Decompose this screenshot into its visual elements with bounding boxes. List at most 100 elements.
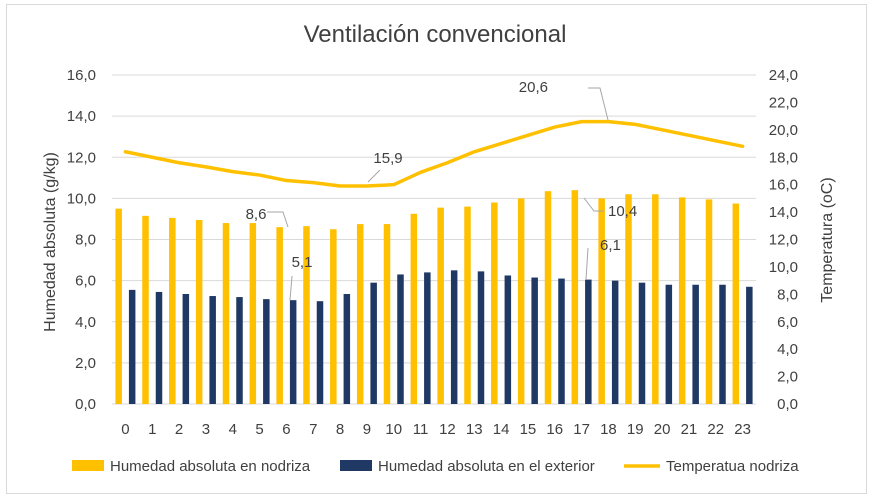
bar-humedad-exterior — [719, 284, 726, 404]
right-tick-label: 4,0 — [777, 341, 798, 358]
data-label: 10,4 — [608, 203, 637, 220]
x-tick-label: 16 — [546, 421, 563, 438]
chart-title: Ventilación convencional — [304, 21, 567, 48]
x-tick-label: 3 — [202, 421, 210, 438]
bar-humedad-nodriza — [276, 227, 283, 404]
right-tick-label: 24,0 — [769, 67, 798, 84]
right-tick-label: 14,0 — [769, 204, 798, 221]
left-tick-label: 8,0 — [75, 232, 96, 249]
bar-humedad-exterior — [397, 274, 404, 404]
bar-humedad-nodriza — [383, 224, 391, 404]
bar-humedad-nodriza — [571, 190, 579, 404]
bar-humedad-exterior — [155, 291, 163, 404]
bar-humedad-exterior — [611, 280, 619, 404]
bar-humedad-nodriza — [195, 219, 203, 404]
x-tick-label: 2 — [175, 421, 183, 438]
x-tick-label: 8 — [336, 421, 344, 438]
bar-humedad-exterior — [665, 284, 673, 404]
x-tick-label: 15 — [520, 421, 537, 438]
left-axis-ticks: 0,0 2,0 4,0 6,0 8,0 10,0 12,0 14,0 16,0 — [67, 67, 96, 413]
data-label: 6,1 — [600, 237, 621, 254]
bar-humedad-exterior — [450, 270, 458, 404]
y-axis-title-right: Temperatura (oC) — [819, 177, 836, 302]
left-tick-label: 0,0 — [75, 396, 96, 413]
bar-humedad-nodriza — [115, 208, 122, 404]
bar-humedad-nodriza — [249, 223, 257, 404]
data-label-leader — [585, 247, 589, 281]
line-temperatura-nodriza — [123, 119, 745, 188]
right-tick-label: 22,0 — [769, 94, 798, 111]
bar-humedad-nodriza — [652, 194, 659, 404]
x-tick-label: 11 — [413, 421, 429, 438]
gridlines — [112, 74, 756, 405]
legend-label: Humedad absoluta en el exterior — [378, 458, 595, 475]
right-tick-label: 0,0 — [777, 396, 798, 413]
x-tick-label: 1 — [148, 421, 156, 438]
right-tick-label: 16,0 — [769, 177, 798, 194]
bar-humedad-nodriza — [598, 198, 605, 404]
x-tick-label: 14 — [493, 421, 510, 438]
bar-humedad-nodriza — [491, 202, 498, 404]
bar-humedad-exterior — [746, 286, 753, 404]
x-tick-label: 19 — [627, 421, 644, 438]
bar-humedad-exterior — [477, 271, 485, 404]
left-tick-label: 16,0 — [67, 67, 96, 84]
bar-humedad-exterior — [638, 282, 646, 404]
x-tick-label: 12 — [439, 421, 456, 438]
left-tick-label: 4,0 — [75, 314, 96, 331]
data-label-leader — [583, 197, 604, 212]
bar-humedad-exterior — [209, 296, 216, 404]
bar-humedad-nodriza — [169, 217, 176, 404]
right-tick-label: 6,0 — [777, 314, 798, 331]
data-label: 8,6 — [246, 206, 267, 223]
bar-humedad-nodriza — [517, 198, 525, 404]
bar-humedad-nodriza — [625, 194, 632, 404]
legend-label: Humedad absoluta en nodriza — [110, 458, 311, 475]
x-tick-label: 20 — [654, 421, 671, 438]
x-tick-label: 6 — [282, 421, 290, 438]
data-label-leader — [289, 275, 293, 301]
x-tick-label: 9 — [363, 421, 371, 438]
data-label: 5,1 — [292, 254, 313, 271]
left-tick-label: 14,0 — [67, 108, 96, 125]
x-tick-label: 4 — [229, 421, 237, 438]
right-axis-ticks: 0,0 2,0 4,0 6,0 8,0 10,0 12,0 14,0 16,0 18,0 20,0 2… — [769, 67, 798, 413]
x-tick-label: 17 — [573, 421, 590, 438]
bar-humedad-exterior — [370, 282, 377, 404]
bar-humedad-exterior — [343, 293, 351, 404]
data-label-leader — [267, 211, 289, 228]
bar-humedad-nodriza — [678, 197, 686, 404]
left-tick-label: 2,0 — [75, 355, 96, 372]
data-labels: 8,6 5,1 15,9 20,6 10,4 6,1 — [246, 79, 637, 301]
bar-humedad-nodriza — [330, 229, 337, 404]
x-tick-label: 7 — [309, 421, 317, 438]
bar-humedad-exterior — [236, 297, 243, 404]
left-tick-label: 10,0 — [67, 190, 96, 207]
legend: Humedad absoluta en nodriza Humedad absol… — [72, 458, 799, 475]
chart-frame — [6, 4, 867, 494]
bar-humedad-exterior — [128, 289, 136, 404]
bar-humedad-nodriza — [410, 213, 418, 404]
bar-humedad-exterior — [182, 293, 190, 404]
x-tick-label: 5 — [255, 421, 263, 438]
bar-humedad-exterior — [558, 278, 565, 404]
bar-humedad-exterior — [692, 284, 699, 404]
legend-label: Temperatua nodriza — [666, 458, 799, 475]
right-tick-label: 12,0 — [769, 232, 798, 249]
x-axis-ticks: 0 1 2 3 4 5 6 7 8 9 10 11 12 13 14 15 16 17 18 19 20 21 22 23 — [121, 421, 751, 438]
data-label: 15,9 — [373, 150, 402, 167]
right-tick-label: 18,0 — [769, 149, 798, 166]
x-tick-label: 23 — [734, 421, 751, 438]
bar-humedad-nodriza — [142, 215, 149, 404]
left-tick-label: 6,0 — [75, 273, 96, 290]
bar-humedad-exterior — [289, 300, 297, 404]
bar-humedad-nodriza — [356, 224, 364, 404]
bar-humedad-nodriza — [705, 199, 713, 404]
x-tick-label: 13 — [466, 421, 483, 438]
data-label-leader — [588, 87, 609, 121]
bar-humedad-exterior — [531, 277, 538, 404]
temperature-line — [123, 119, 745, 188]
bar-humedad-exterior — [585, 279, 592, 404]
bar-humedad-exterior — [316, 301, 324, 404]
